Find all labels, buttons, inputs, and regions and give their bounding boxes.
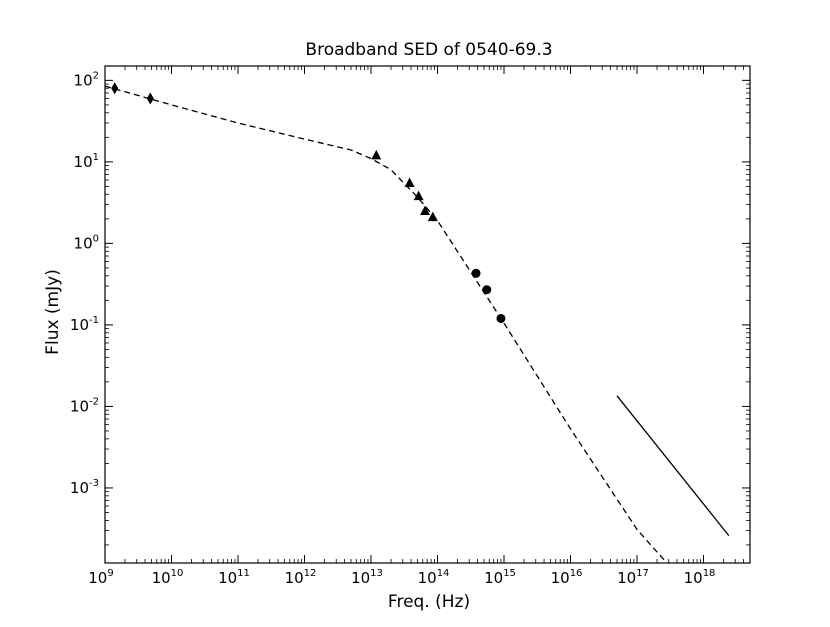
y-tick-label: 10-3 — [70, 478, 99, 497]
ir-triangle-point — [427, 211, 438, 222]
x-tick-label: 1014 — [418, 568, 450, 587]
x-tick-label: 1013 — [351, 568, 383, 587]
y-tick-label: 100 — [74, 233, 99, 252]
x-tick-label: 1017 — [617, 568, 649, 587]
radio-diamond-point — [146, 92, 154, 105]
y-tick-label: 101 — [74, 152, 99, 171]
x-tick-label: 1011 — [218, 568, 250, 587]
x-tick-label: 1018 — [684, 568, 716, 587]
chart-title: Broadband SED of 0540-69.3 — [305, 40, 552, 60]
y-tick-label: 10-1 — [70, 315, 99, 334]
ticks-layer: 109 1010 1011 1012 1013 1014 1015 1016 1017 1018 1… — [70, 66, 750, 587]
ir-triangle-point — [404, 177, 415, 188]
model-dashed-line — [104, 85, 668, 564]
ir-triangle-point — [420, 205, 431, 215]
x-tick-label: 1010 — [152, 568, 184, 587]
series-layer — [104, 82, 730, 564]
ir-triangle-point — [413, 190, 424, 201]
x-tick-label: 1012 — [285, 568, 317, 587]
xray-powerlaw-line — [616, 395, 730, 537]
radio-diamond-point — [111, 82, 119, 95]
y-tick-label: 10-2 — [70, 396, 99, 415]
optical-circle-point — [471, 268, 481, 278]
optical-circle-point — [482, 285, 492, 295]
x-tick-label: 109 — [88, 568, 113, 587]
y-axis-label: Flux (mJy) — [43, 269, 63, 355]
x-axis-label: Freq. (Hz) — [388, 592, 470, 612]
plot-frame — [104, 65, 751, 564]
x-tick-label: 1015 — [484, 568, 516, 587]
ir-triangle-point — [371, 149, 382, 160]
y-tick-label: 102 — [74, 70, 99, 89]
x-tick-label: 1016 — [551, 568, 583, 587]
optical-circle-point — [496, 313, 506, 323]
